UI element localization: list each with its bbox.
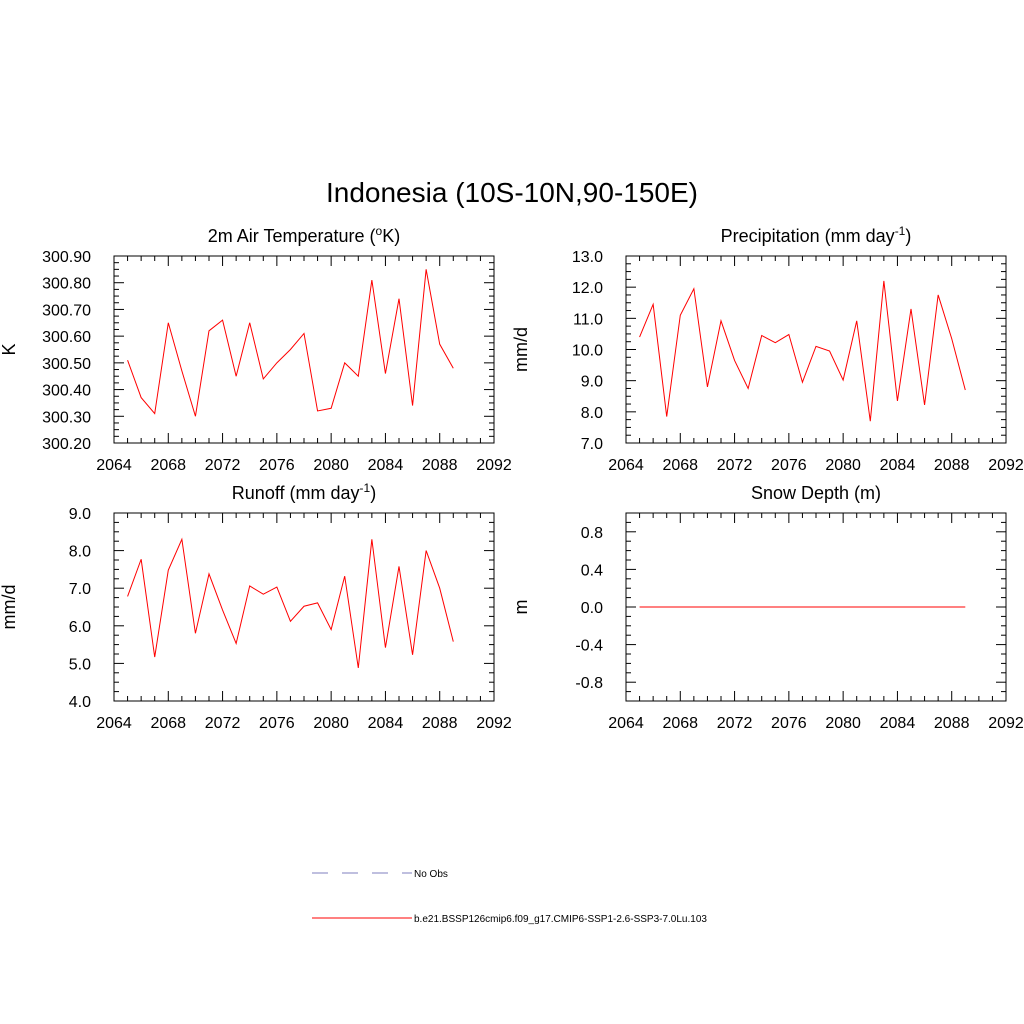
x-tick-label: 2088 [422,457,458,474]
series-line-0 [127,537,454,668]
panel-1: 2064 2068 2072 2076 2080 2084 2088 2092 7.0 8.0 9.… [511,224,1024,474]
x-tick-label: 2080 [313,715,349,732]
series-line-0 [639,280,966,422]
series-line-0 [127,269,454,417]
x-tick-label: 2080 [825,457,861,474]
x-tick-label: 2092 [988,457,1024,474]
panel-title: Snow Depth (m) [751,483,881,503]
y-tick-label: 9.0 [581,374,603,391]
y-tick-label: 6.0 [69,619,91,636]
y-tick-label: 8.0 [69,544,91,561]
panels: 2064 2068 2072 2076 2080 2084 2088 2092 300.20 30… [0,224,1024,732]
y-axis-label: mm/d [0,585,19,630]
figure-title: Indonesia (10S-10N,90-150E) [326,177,698,208]
x-tick-label: 2084 [880,715,916,732]
x-tick-label: 2084 [368,715,404,732]
x-tick-label: 2084 [368,457,404,474]
plot-frame [113,512,495,702]
legend-no-obs-label: No Obs [414,869,448,880]
y-tick-label: 300.80 [42,276,91,293]
x-tick-label: 2064 [608,715,644,732]
y-tick-label: 13.0 [572,249,603,266]
y-axis-label: m [511,600,531,615]
x-tick-label: 2072 [717,457,753,474]
y-tick-label: 300.20 [42,436,91,453]
panel-title: 2m Air Temperature (oK) [208,224,400,246]
x-tick-label: 2080 [825,715,861,732]
x-tick-label: 2072 [205,715,241,732]
y-tick-label: 5.0 [69,656,91,673]
y-axis-label: K [0,343,19,355]
x-tick-label: 2088 [934,715,970,732]
y-tick-label: 300.50 [42,356,91,373]
y-tick-label: 300.70 [42,302,91,319]
y-tick-label: 300.60 [42,329,91,346]
y-tick-label: 11.0 [573,311,603,328]
panel-title: Runoff (mm day-1) [232,481,376,503]
x-tick-label: 2076 [771,715,807,732]
x-tick-label: 2076 [259,457,295,474]
x-tick-label: 2092 [988,715,1024,732]
x-tick-label: 2088 [422,715,458,732]
legend-model-label: b.e21.BSSP126cmip6.f09_g17.CMIP6-SSP1-2.… [414,914,707,925]
x-tick-label: 2068 [662,457,698,474]
y-tick-label: 0.4 [581,562,603,579]
x-tick-label: 2072 [717,715,753,732]
x-tick-label: 2084 [880,457,916,474]
y-tick-label: 300.30 [42,409,91,426]
y-tick-label: -0.8 [575,675,603,692]
x-tick-label: 2080 [313,457,349,474]
x-tick-label: 2064 [96,715,132,732]
y-tick-label: 8.0 [581,405,603,422]
x-tick-label: 2064 [608,457,644,474]
y-tick-label: 300.40 [42,383,91,400]
y-tick-label: -0.4 [575,638,603,655]
panel-title: Precipitation (mm day-1) [721,224,912,246]
x-tick-label: 2072 [205,457,241,474]
y-tick-label: 9.0 [69,506,91,523]
y-tick-label: 4.0 [69,694,91,711]
x-tick-label: 2064 [96,457,132,474]
y-tick-label: 7.0 [581,436,603,453]
plot-frame [113,255,495,444]
x-tick-label: 2092 [476,715,512,732]
y-tick-label: 10.0 [572,343,603,360]
y-axis-label: mm/d [511,327,531,372]
x-tick-label: 2068 [150,457,186,474]
x-tick-label: 2068 [150,715,186,732]
x-tick-label: 2076 [771,457,807,474]
plot-frame [625,255,1007,444]
legend: No Obs b.e21.BSSP126cmip6.f09_g17.CMIP6-… [312,869,707,925]
y-tick-label: 0.0 [581,600,603,617]
x-tick-label: 2088 [934,457,970,474]
y-tick-label: 12.0 [572,280,603,297]
y-tick-label: 7.0 [69,581,91,598]
panel-2: 2064 2068 2072 2076 2080 2084 2088 2092 4.0 5.0 6.… [0,481,512,732]
y-tick-label: 0.8 [581,525,603,542]
x-tick-label: 2092 [476,457,512,474]
panel-0: 2064 2068 2072 2076 2080 2084 2088 2092 300.20 30… [0,224,512,474]
x-tick-label: 2076 [259,715,295,732]
y-tick-label: 300.90 [42,249,91,266]
panel-3: 2064 2068 2072 2076 2080 2084 2088 2092 -0.8 -0.4… [511,483,1024,732]
x-tick-label: 2068 [662,715,698,732]
